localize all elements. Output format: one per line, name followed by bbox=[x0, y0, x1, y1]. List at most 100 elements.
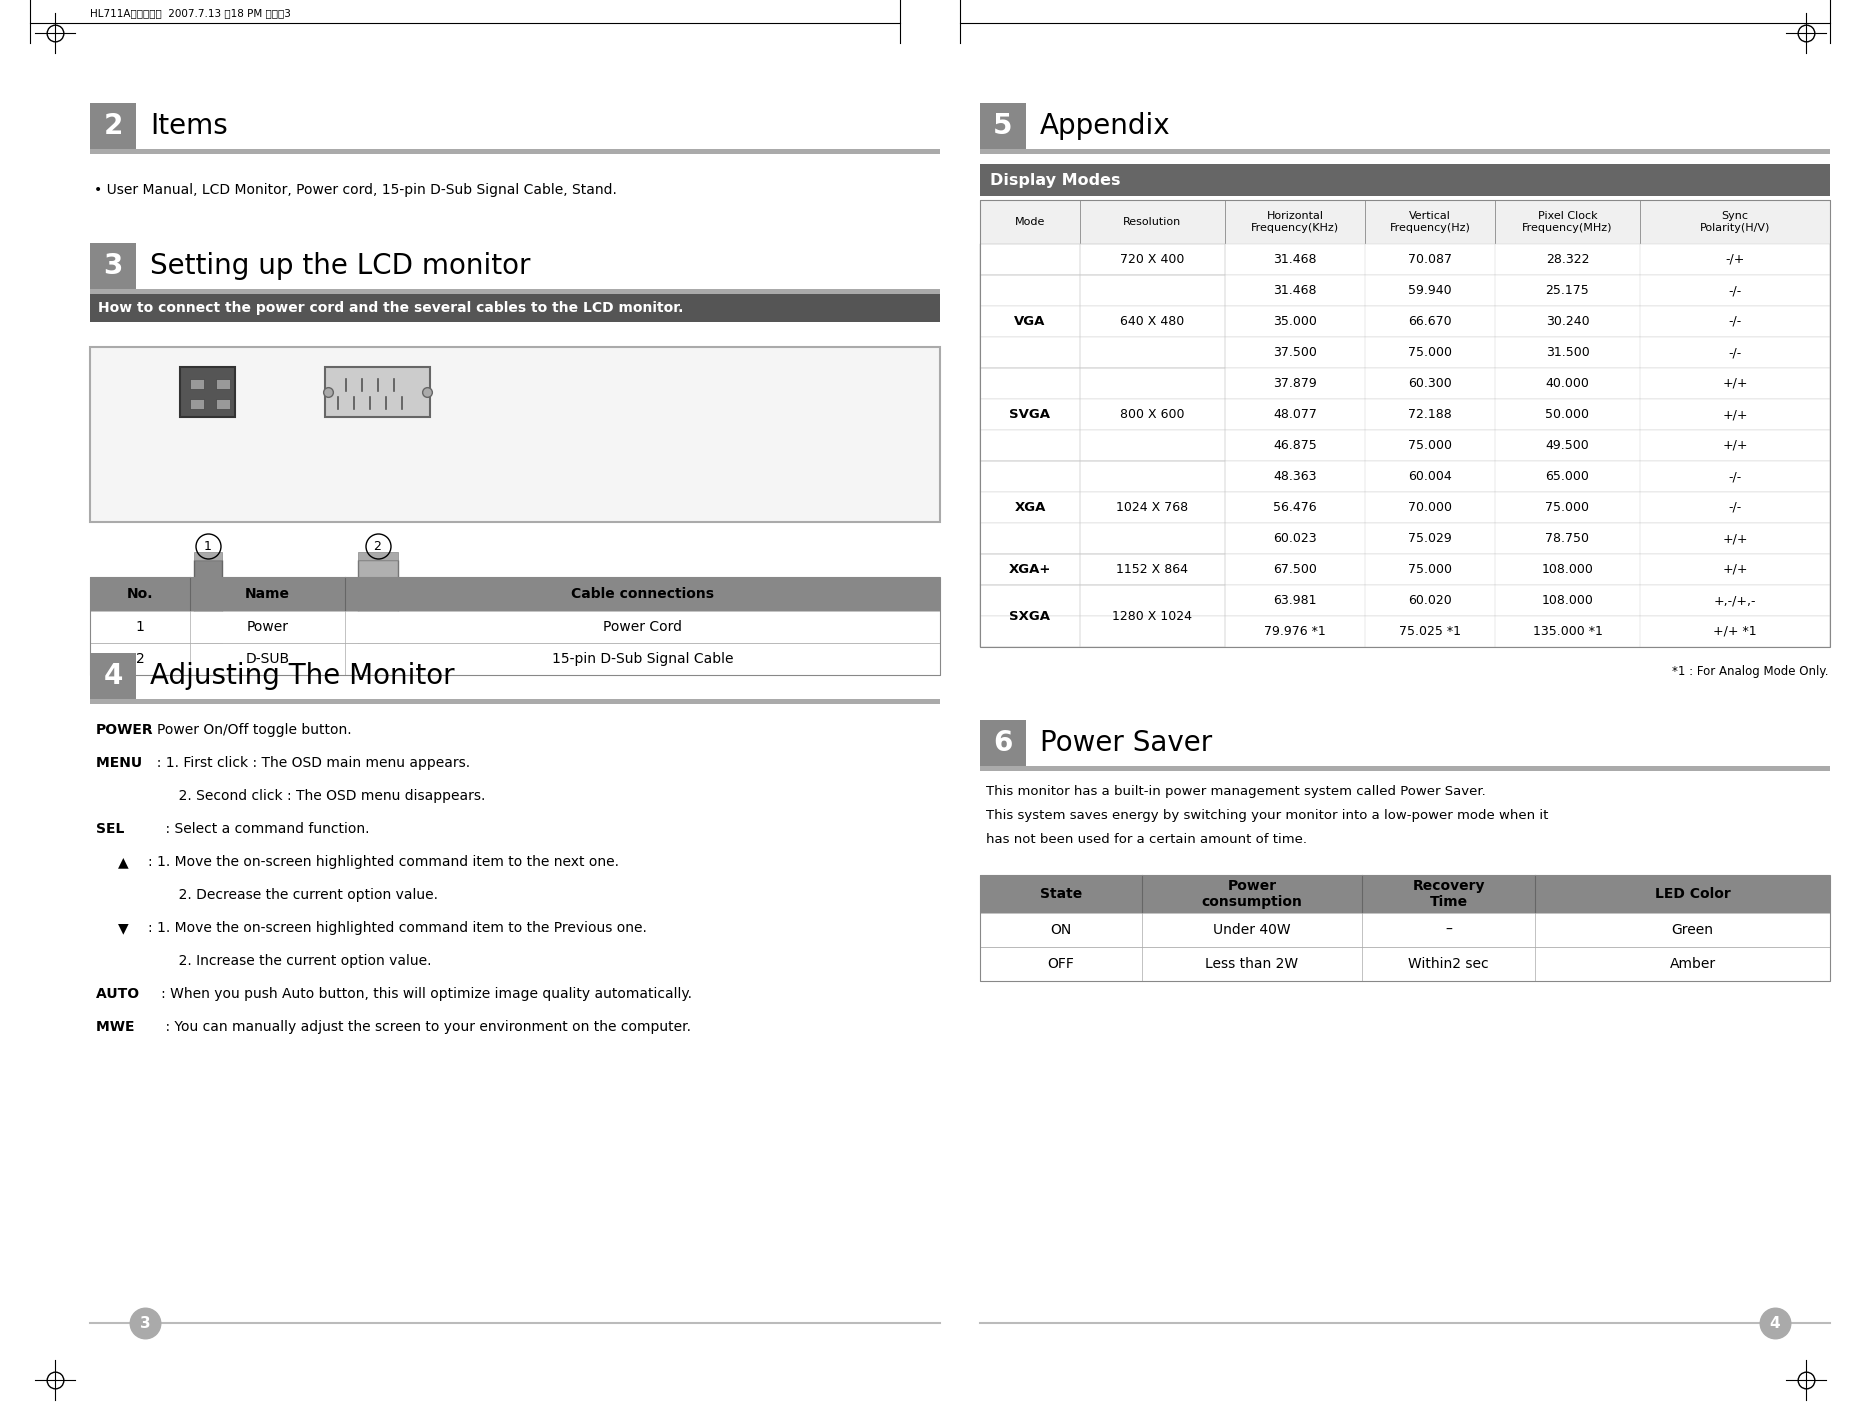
Bar bbox=[981, 554, 1829, 585]
Text: Setting up the LCD monitor: Setting up the LCD monitor bbox=[151, 252, 530, 280]
Bar bbox=[981, 244, 1829, 276]
Text: LED Color: LED Color bbox=[1654, 887, 1731, 901]
Text: SEL: SEL bbox=[97, 822, 134, 836]
Bar bbox=[981, 103, 1025, 148]
Text: 3: 3 bbox=[104, 252, 123, 280]
Bar bbox=[981, 875, 1829, 981]
Text: 108.000: 108.000 bbox=[1541, 593, 1593, 608]
Text: Vertical
Frequency(Hz): Vertical Frequency(Hz) bbox=[1390, 211, 1470, 233]
Text: 4: 4 bbox=[1770, 1316, 1781, 1331]
Text: 1024 X 768: 1024 X 768 bbox=[1117, 502, 1189, 514]
Bar bbox=[326, 367, 430, 417]
Text: Sync
Polarity(H/V): Sync Polarity(H/V) bbox=[1699, 211, 1770, 233]
Text: 70.087: 70.087 bbox=[1409, 253, 1452, 266]
Bar bbox=[981, 766, 1829, 771]
Text: +/+: +/+ bbox=[1721, 533, 1747, 545]
Bar bbox=[981, 201, 1829, 647]
Bar bbox=[981, 875, 1829, 913]
Text: 800 X 600: 800 X 600 bbox=[1120, 408, 1185, 421]
Text: 2: 2 bbox=[136, 651, 145, 666]
Bar bbox=[981, 164, 1829, 196]
Bar bbox=[981, 585, 1079, 647]
Text: 108.000: 108.000 bbox=[1541, 562, 1593, 577]
Text: MENU: MENU bbox=[97, 756, 147, 770]
Text: : 1. First click : The OSD main menu appears.: : 1. First click : The OSD main menu app… bbox=[149, 756, 471, 770]
Text: : 1. Move the on-screen highlighted command item to the Previous one.: : 1. Move the on-screen highlighted comm… bbox=[149, 921, 648, 935]
Bar bbox=[357, 560, 398, 660]
Text: 63.981: 63.981 bbox=[1273, 593, 1318, 608]
Bar bbox=[981, 430, 1829, 461]
Text: HL711A설명서네지  2007.7.13 딘18 PM 페이지3: HL711A설명서네지 2007.7.13 딘18 PM 페이지3 bbox=[89, 8, 290, 18]
Text: 4: 4 bbox=[104, 663, 123, 690]
Text: Power Saver: Power Saver bbox=[1040, 729, 1212, 757]
Bar bbox=[194, 560, 221, 650]
Text: has not been used for a certain amount of time.: has not been used for a certain amount o… bbox=[986, 834, 1306, 846]
Text: –: – bbox=[1444, 923, 1452, 937]
Text: This system saves energy by switching your monitor into a low-power mode when it: This system saves energy by switching yo… bbox=[986, 810, 1548, 822]
Text: 37.879: 37.879 bbox=[1273, 377, 1318, 390]
Text: Recovery
Time: Recovery Time bbox=[1412, 879, 1485, 909]
Bar bbox=[981, 276, 1079, 367]
Text: 75.000: 75.000 bbox=[1409, 439, 1452, 452]
Text: Name: Name bbox=[246, 586, 290, 601]
Text: : 1. Move the on-screen highlighted command item to the next one.: : 1. Move the on-screen highlighted comm… bbox=[149, 855, 620, 869]
Text: 79.976 *1: 79.976 *1 bbox=[1264, 625, 1325, 639]
Text: 75.025 *1: 75.025 *1 bbox=[1399, 625, 1461, 639]
Text: 5: 5 bbox=[994, 112, 1012, 140]
Bar bbox=[981, 367, 1079, 461]
Text: -/-: -/- bbox=[1729, 471, 1742, 483]
Text: 2: 2 bbox=[374, 540, 382, 552]
Text: +/+ *1: +/+ *1 bbox=[1714, 625, 1757, 639]
Text: -/-: -/- bbox=[1729, 502, 1742, 514]
Text: Less than 2W: Less than 2W bbox=[1206, 957, 1299, 971]
Bar bbox=[981, 492, 1829, 523]
Bar bbox=[981, 148, 1829, 154]
Bar bbox=[89, 348, 940, 521]
Text: -/-: -/- bbox=[1729, 346, 1742, 359]
Text: 75.000: 75.000 bbox=[1409, 346, 1452, 359]
Text: 60.023: 60.023 bbox=[1273, 533, 1318, 545]
Text: 2. Decrease the current option value.: 2. Decrease the current option value. bbox=[149, 887, 437, 901]
Text: *1 : For Analog Mode Only.: *1 : For Analog Mode Only. bbox=[1671, 666, 1828, 678]
Text: SXGA: SXGA bbox=[1009, 609, 1050, 623]
Text: 3: 3 bbox=[140, 1316, 151, 1331]
Text: 1152 X 864: 1152 X 864 bbox=[1117, 562, 1189, 577]
Bar bbox=[357, 552, 398, 560]
Text: Cable connections: Cable connections bbox=[571, 586, 715, 601]
Bar bbox=[194, 552, 221, 560]
Text: 37.500: 37.500 bbox=[1273, 346, 1318, 359]
Bar bbox=[981, 554, 1079, 585]
Text: : Select a command function.: : Select a command function. bbox=[149, 822, 370, 836]
Text: XGA+: XGA+ bbox=[1009, 562, 1051, 577]
Bar bbox=[981, 913, 1829, 947]
Bar bbox=[89, 653, 136, 699]
Text: 56.476: 56.476 bbox=[1273, 502, 1318, 514]
Text: 40.000: 40.000 bbox=[1546, 377, 1589, 390]
Bar bbox=[981, 307, 1829, 336]
Bar bbox=[89, 243, 136, 290]
Text: Adjusting The Monitor: Adjusting The Monitor bbox=[151, 663, 454, 690]
Text: Mode: Mode bbox=[1014, 218, 1046, 227]
Text: SVGA: SVGA bbox=[1009, 408, 1050, 421]
Text: 30.240: 30.240 bbox=[1546, 315, 1589, 328]
Text: Pixel Clock
Frequency(MHz): Pixel Clock Frequency(MHz) bbox=[1522, 211, 1613, 233]
Text: 1280 X 1024: 1280 X 1024 bbox=[1113, 609, 1193, 623]
Text: 720 X 400: 720 X 400 bbox=[1120, 253, 1185, 266]
Text: • User Manual, LCD Monitor, Power cord, 15-pin D-Sub Signal Cable, Stand.: • User Manual, LCD Monitor, Power cord, … bbox=[95, 184, 616, 196]
Bar bbox=[216, 379, 231, 389]
Text: Green: Green bbox=[1671, 923, 1714, 937]
Text: 66.670: 66.670 bbox=[1409, 315, 1452, 328]
Text: 31.468: 31.468 bbox=[1273, 253, 1318, 266]
Text: Amber: Amber bbox=[1669, 957, 1716, 971]
Bar bbox=[89, 290, 940, 294]
Text: 60.020: 60.020 bbox=[1409, 593, 1452, 608]
Text: 75.029: 75.029 bbox=[1409, 533, 1452, 545]
Text: 31.468: 31.468 bbox=[1273, 284, 1318, 297]
Text: 2. Second click : The OSD menu disappears.: 2. Second click : The OSD menu disappear… bbox=[149, 788, 486, 803]
Text: : Power On/Off toggle button.: : Power On/Off toggle button. bbox=[149, 723, 352, 738]
Text: 1: 1 bbox=[136, 620, 145, 634]
Text: +/+: +/+ bbox=[1721, 408, 1747, 421]
Bar bbox=[1079, 585, 1225, 647]
Text: No.: No. bbox=[127, 586, 153, 601]
Bar bbox=[190, 379, 205, 389]
